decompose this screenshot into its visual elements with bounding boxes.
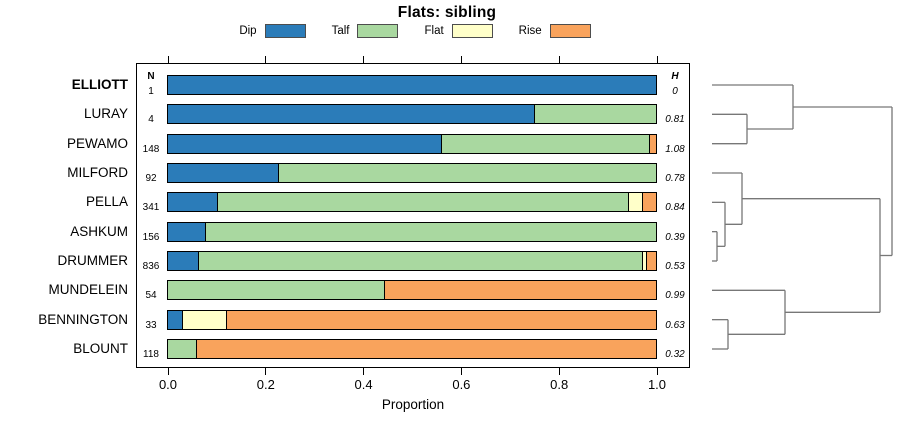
chart-title: Flats: sibling [397,4,497,21]
legend-swatch-talf-icon [357,24,399,38]
n-value: 836 [142,260,160,272]
bar-segment-dip [167,133,442,154]
h-value: 0 [672,86,678,97]
row-label-milford: MILFORD [67,164,128,180]
row-label-elliott: ELLIOTT [71,77,128,92]
n-value: 1 [148,86,154,97]
h-column-header: H [671,71,679,82]
n-value: 156 [142,231,160,243]
bar-segment-rise [646,250,657,271]
legend-item-rise: Rise [519,24,591,38]
plot-area-border [136,63,690,368]
x-tick-label: 0.6 [452,377,471,392]
bar-segment-dip [167,221,206,242]
bar-segment-talf [278,162,657,183]
row-label-pella: PELLA [85,194,128,210]
row-label-mundelein: MUNDELEIN [48,282,128,298]
bar-segment-talf [441,133,650,154]
bar-segment-rise [649,133,657,154]
tick-top [558,56,560,63]
legend-item-dip: Dip [239,24,306,38]
row-label-drummer: DRUMMER [57,252,129,268]
bar-segment-talf [167,280,385,301]
bar-segment-rise [642,192,657,213]
bar-segment-talf [167,338,197,359]
bar-segment-talf [198,250,643,271]
h-value: 0.78 [665,172,685,184]
legend-item-talf: Talf [332,24,399,38]
tick-bottom [558,368,560,375]
legend-label: Rise [518,25,542,37]
legend-swatch-rise-icon [549,24,591,38]
x-tick-label: 1.0 [647,377,667,392]
legend-swatch-dip-icon [264,24,306,38]
tick-top [363,56,365,63]
bar-segment-rise [226,309,657,330]
n-value: 148 [142,143,160,155]
legend-label: Talf [331,25,350,37]
tick-top [265,56,267,63]
bar-segment-dip [167,104,535,125]
n-value: 118 [143,348,159,360]
x-axis-title: Proportion [381,397,445,412]
bar-segment-dip [167,75,657,95]
tick-bottom [656,368,658,375]
bar-segment-dip [167,192,218,213]
h-value: 0.63 [665,319,685,331]
tick-bottom [460,368,462,375]
row-label-pewamo: PEWAMO [66,135,128,151]
x-tick-label: 0.8 [550,377,569,392]
h-value: 0.84 [665,202,685,214]
tick-top [656,56,658,63]
bar-segment-dip [167,250,199,271]
bar-segment-flat [182,309,227,330]
tick-top [167,56,169,63]
x-tick-label: 0.0 [158,377,178,392]
bar-segment-talf [205,221,657,242]
h-value: 0.81 [665,114,685,126]
h-value: 0.32 [665,348,685,360]
h-value: 0.53 [665,260,685,272]
tick-top [460,56,462,63]
n-column-header: N [147,71,155,82]
row-label-bennington: BENNINGTON [38,311,128,327]
bar-segment-dip [167,162,279,183]
bar-segment-talf [217,192,629,213]
tick-bottom [363,368,365,375]
row-label-blount: BLOUNT [73,340,128,356]
bar-segment-rise [196,338,657,359]
n-value: 92 [145,172,157,184]
row-label-luray: LURAY [83,106,128,122]
x-tick-label: 0.4 [354,377,373,392]
legend: Dip Talf Flat Rise [135,24,695,38]
bar-segment-talf [534,104,657,125]
tick-bottom [265,368,267,375]
legend-label: Flat [424,25,444,37]
x-tick-label: 0.2 [256,377,275,392]
h-value: 0.99 [665,290,685,302]
row-label-ashkum: ASHKUM [70,223,128,239]
n-value: 54 [145,290,157,302]
tick-bottom [167,368,169,375]
bar-segment-flat [628,192,643,213]
bar-segment-dip [167,309,183,330]
legend-item-flat: Flat [424,24,493,38]
legend-swatch-flat-icon [451,24,493,38]
legend-label: Dip [239,25,257,37]
n-value: 33 [145,319,157,331]
h-value: 0.39 [665,231,685,243]
n-value: 4 [148,114,154,126]
bar-segment-rise [384,280,657,301]
h-value: 1.08 [665,143,685,155]
n-value: 341 [142,202,160,214]
